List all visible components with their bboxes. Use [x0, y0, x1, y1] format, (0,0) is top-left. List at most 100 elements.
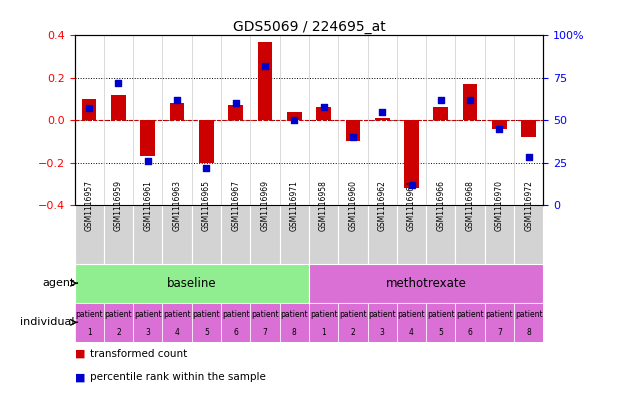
Text: individual: individual [20, 317, 75, 327]
Bar [279, 303, 309, 342]
Bar [111, 95, 126, 120]
Point [143, 158, 153, 164]
Bar [170, 103, 184, 120]
Point [494, 125, 504, 132]
Text: GSM1116966: GSM1116966 [437, 180, 445, 231]
Text: 8: 8 [292, 328, 297, 337]
Bar [485, 205, 514, 264]
Text: GSM1116958: GSM1116958 [319, 180, 328, 231]
Text: 1: 1 [321, 328, 326, 337]
Text: patient: patient [310, 310, 337, 319]
Bar [485, 303, 514, 342]
Point [377, 108, 387, 115]
Bar [199, 120, 214, 163]
Bar [338, 205, 368, 264]
Bar [192, 205, 221, 264]
Point [289, 117, 299, 123]
Text: methotrexate: methotrexate [386, 277, 466, 290]
Text: patient: patient [193, 310, 220, 319]
Text: patient: patient [515, 310, 543, 319]
Bar [279, 205, 309, 264]
Text: GSM1116965: GSM1116965 [202, 180, 211, 231]
Text: patient: patient [105, 310, 132, 319]
Text: patient: patient [456, 310, 484, 319]
Text: percentile rank within the sample: percentile rank within the sample [90, 372, 266, 382]
Text: 4: 4 [175, 328, 179, 337]
Text: 7: 7 [497, 328, 502, 337]
Bar [287, 112, 302, 120]
Text: GSM1116972: GSM1116972 [524, 180, 533, 231]
Text: patient: patient [397, 310, 425, 319]
Text: 8: 8 [527, 328, 531, 337]
Text: GSM1116970: GSM1116970 [495, 180, 504, 231]
Bar [455, 303, 485, 342]
Text: patient: patient [251, 310, 279, 319]
Point [407, 182, 417, 188]
Text: GSM1116957: GSM1116957 [84, 180, 94, 231]
Text: GSM1116967: GSM1116967 [231, 180, 240, 231]
Bar [522, 120, 536, 137]
Text: patient: patient [486, 310, 513, 319]
Bar [514, 303, 543, 342]
Bar [309, 205, 338, 264]
Bar [250, 205, 279, 264]
Text: 4: 4 [409, 328, 414, 337]
Bar [163, 205, 192, 264]
Bar [250, 303, 279, 342]
Text: patient: patient [75, 310, 103, 319]
Bar [75, 264, 309, 303]
Bar [140, 120, 155, 156]
Point [231, 100, 241, 107]
Point [348, 134, 358, 140]
Bar [104, 205, 133, 264]
Title: GDS5069 / 224695_at: GDS5069 / 224695_at [233, 20, 385, 34]
Bar [192, 303, 221, 342]
Text: 3: 3 [145, 328, 150, 337]
Text: patient: patient [222, 310, 250, 319]
Bar [221, 303, 250, 342]
Text: 2: 2 [350, 328, 355, 337]
Bar [426, 205, 455, 264]
Text: patient: patient [134, 310, 161, 319]
Bar [463, 84, 478, 120]
Bar [163, 303, 192, 342]
Bar [345, 120, 360, 141]
Bar [375, 118, 389, 120]
Point [319, 103, 329, 110]
Point [436, 97, 446, 103]
Bar [133, 303, 163, 342]
Point [465, 97, 475, 103]
Bar [229, 105, 243, 120]
Text: 5: 5 [438, 328, 443, 337]
Text: 1: 1 [87, 328, 91, 337]
Bar [404, 120, 419, 188]
Bar [514, 205, 543, 264]
Text: ■: ■ [75, 349, 85, 359]
Text: GSM1116963: GSM1116963 [173, 180, 181, 231]
Text: 5: 5 [204, 328, 209, 337]
Bar [309, 303, 338, 342]
Text: transformed count: transformed count [90, 349, 188, 359]
Point [260, 63, 270, 69]
Text: GSM1116960: GSM1116960 [348, 180, 358, 231]
Text: GSM1116969: GSM1116969 [260, 180, 270, 231]
Bar [455, 205, 485, 264]
Text: patient: patient [427, 310, 455, 319]
Bar [397, 205, 426, 264]
Bar [433, 107, 448, 120]
Text: patient: patient [163, 310, 191, 319]
Bar [368, 205, 397, 264]
Text: GSM1116968: GSM1116968 [466, 180, 474, 231]
Bar [397, 303, 426, 342]
Point [524, 154, 533, 161]
Text: 2: 2 [116, 328, 121, 337]
Bar [221, 205, 250, 264]
Point [201, 165, 211, 171]
Text: patient: patient [368, 310, 396, 319]
Bar [338, 303, 368, 342]
Bar [82, 99, 96, 120]
Bar [75, 303, 104, 342]
Bar [368, 303, 397, 342]
Text: GSM1116961: GSM1116961 [143, 180, 152, 231]
Text: GSM1116964: GSM1116964 [407, 180, 416, 231]
